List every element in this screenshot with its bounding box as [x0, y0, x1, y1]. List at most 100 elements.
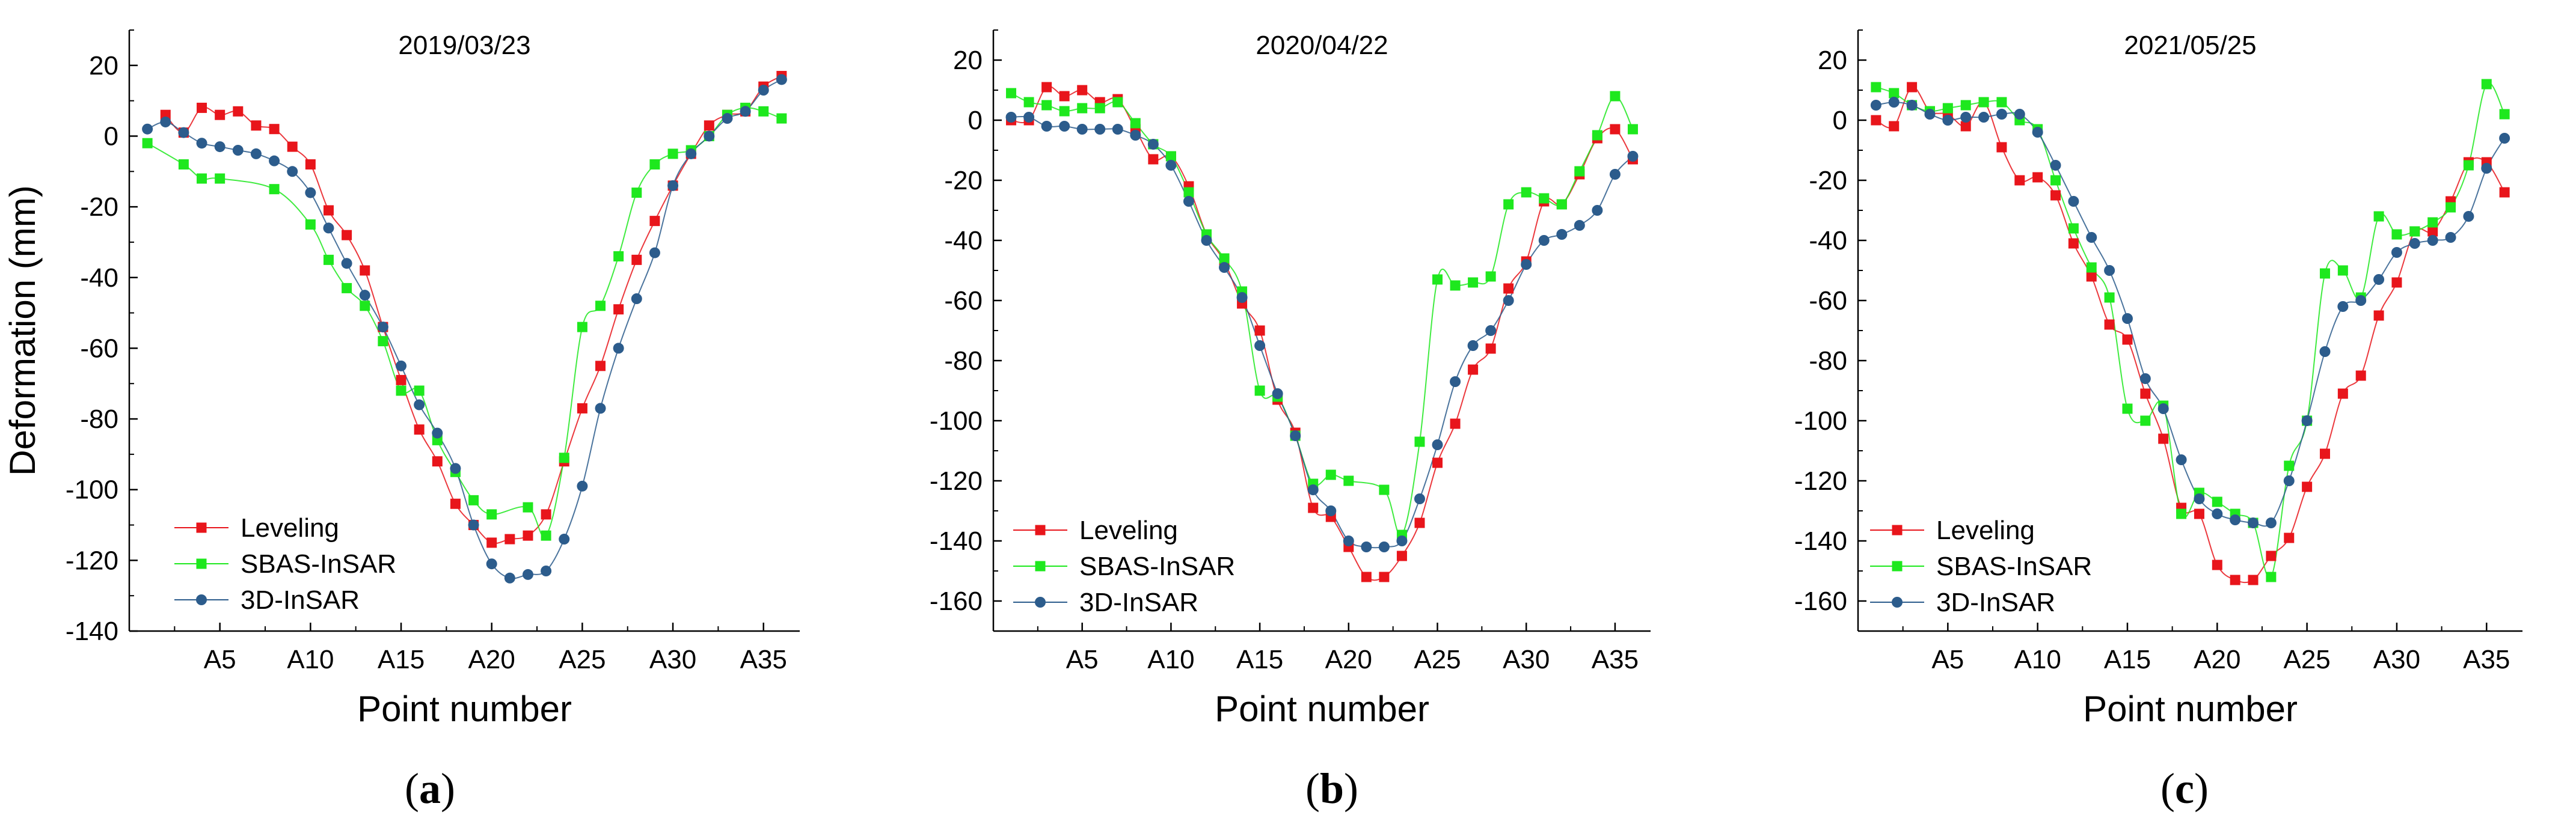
legend: Leveling SBAS-InSAR 3D-InSAR: [1013, 516, 1235, 617]
data-point: [2140, 415, 2151, 426]
data-point: [1272, 388, 1283, 399]
data-point: [1574, 220, 1585, 231]
y-tick-label: 0: [1833, 106, 1847, 135]
data-point: [2068, 223, 2079, 234]
data-point: [1059, 91, 1070, 102]
data-point: [305, 219, 316, 230]
data-point: [197, 173, 207, 184]
data-point: [305, 159, 316, 170]
data-point: [722, 113, 733, 124]
series-markers-sbas-insar: [142, 102, 787, 541]
data-point: [1396, 551, 1407, 561]
data-point: [1871, 82, 1881, 93]
y-tick-label: -80: [80, 404, 118, 434]
x-tick-label: A20: [1325, 645, 1372, 674]
data-point: [1871, 115, 1881, 126]
data-point: [2104, 292, 2115, 303]
legend-label: 3D-InSAR: [1079, 588, 1198, 617]
legend-label: 3D-InSAR: [241, 585, 360, 615]
data-point: [2212, 560, 2222, 570]
panel-label: (a): [405, 764, 455, 813]
data-point: [1361, 542, 1372, 552]
data-point: [1041, 82, 1052, 93]
data-point: [342, 282, 352, 293]
data-point: [1059, 121, 1070, 132]
series-line-sbas-insar: [147, 107, 782, 538]
data-point: [1906, 100, 1918, 111]
legend-marker: [1892, 597, 1903, 608]
data-point: [2176, 454, 2187, 465]
data-point: [541, 530, 551, 541]
x-tick-label: A5: [204, 645, 236, 674]
data-point: [414, 399, 425, 410]
data-point: [776, 74, 787, 85]
data-point: [1219, 262, 1230, 273]
data-point: [523, 530, 533, 541]
series-markers-sbas-insar: [1871, 79, 2510, 582]
legend: Leveling SBAS-InSAR 3D-InSAR: [174, 513, 396, 615]
series-line-leveling: [1011, 85, 1634, 581]
legend: Leveling SBAS-InSAR 3D-InSAR: [1870, 516, 2092, 617]
legend-marker: [196, 594, 207, 605]
data-point: [1396, 536, 1408, 546]
data-point: [196, 138, 207, 149]
data-point: [1148, 154, 1159, 165]
data-point: [323, 222, 334, 234]
data-point: [1254, 385, 1265, 396]
x-tick-label: A10: [1147, 645, 1194, 674]
data-point: [2248, 517, 2259, 528]
data-point: [1450, 280, 1461, 291]
data-point: [468, 495, 479, 505]
data-point: [1556, 229, 1568, 240]
data-point: [359, 290, 370, 301]
data-point: [1077, 85, 1088, 96]
data-point: [214, 141, 225, 153]
data-point: [2301, 415, 2313, 426]
data-point: [1165, 151, 1176, 162]
y-tick-label: -40: [1809, 226, 1847, 255]
chart-panel-b: 20 0 -20 -40 -60 -80 -100 -120 -140 -160 A5 A10 A15 A…: [930, 29, 1651, 813]
data-point: [396, 360, 407, 371]
y-tick-label: -60: [1809, 286, 1847, 316]
data-point: [2446, 202, 2456, 213]
data-point: [305, 187, 316, 198]
data-point: [2212, 508, 2223, 519]
data-point: [776, 113, 787, 124]
data-point: [504, 572, 515, 584]
series-markers-sbas-insar: [1006, 88, 1638, 540]
x-tick-label: A5: [1066, 645, 1099, 674]
y-axis-title: Deformation (mm): [2, 185, 43, 475]
data-point: [2266, 572, 2277, 582]
x-tick-label: A20: [468, 645, 515, 674]
data-point: [2427, 226, 2438, 237]
data-point: [1307, 484, 1319, 495]
data-point: [1006, 88, 1017, 99]
legend-label: Leveling: [1079, 516, 1178, 545]
data-point: [178, 127, 189, 138]
x-tick-label: A30: [649, 645, 696, 674]
data-point: [2194, 508, 2204, 519]
data-point: [468, 519, 479, 531]
chart-title: 2021/05/25: [2124, 31, 2256, 60]
data-point: [1907, 82, 1918, 93]
data-point: [2499, 109, 2510, 120]
data-point: [1521, 259, 1532, 270]
data-point: [1996, 97, 2007, 108]
data-point: [1308, 502, 1319, 513]
data-point: [2481, 79, 2492, 90]
data-point: [377, 322, 388, 333]
data-point: [269, 184, 280, 195]
data-point: [2284, 460, 2295, 471]
x-tick-label: A25: [1414, 645, 1461, 674]
x-tick-label: A15: [378, 645, 425, 674]
y-tick-label: 20: [953, 46, 983, 75]
data-point: [1077, 103, 1088, 114]
data-point: [704, 120, 714, 131]
data-point: [233, 106, 244, 117]
legend-marker: [196, 522, 207, 533]
legend-marker: [196, 558, 207, 569]
series-line-sbas-insar: [1011, 93, 1634, 537]
data-point: [2391, 277, 2402, 288]
data-point: [2337, 388, 2348, 399]
